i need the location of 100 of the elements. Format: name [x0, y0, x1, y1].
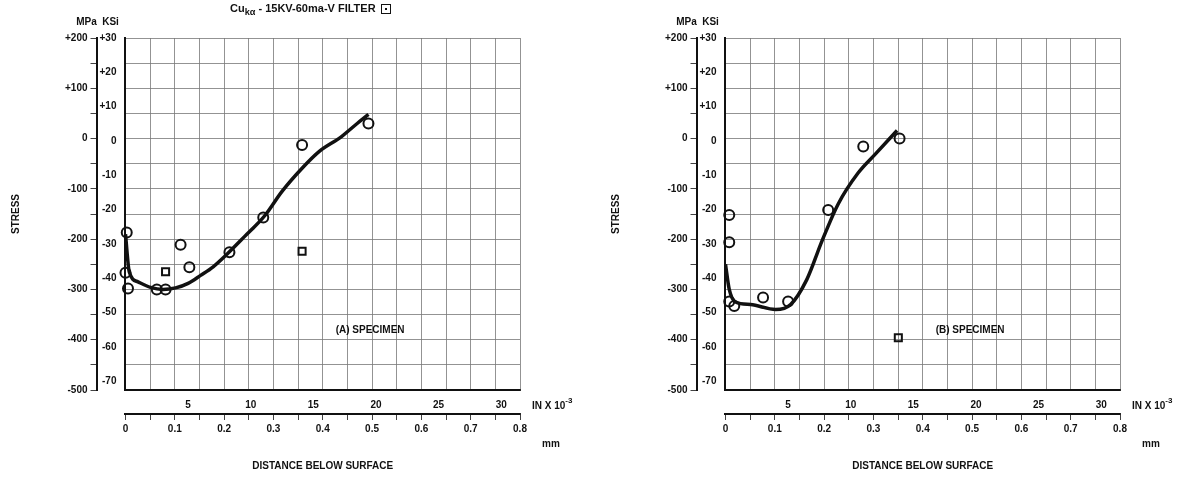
y2-tick-label: -20 — [702, 203, 717, 215]
text: MPa — [76, 15, 98, 27]
x2-tick-label: 0.7 — [1063, 422, 1079, 434]
y2-tick-label: -70 — [702, 375, 717, 387]
y2-tick-label: -50 — [702, 306, 717, 318]
point — [161, 267, 171, 277]
x-tick-label: 5 — [185, 398, 192, 410]
y-tick-label: 0 — [81, 132, 88, 144]
x2-tick-label: 0.4 — [315, 422, 331, 434]
x2-tick-label: 0.2 — [817, 422, 832, 434]
x2-tick-label: 0.2 — [217, 422, 232, 434]
annotation: (A) SPECIMEN — [335, 323, 405, 335]
y2-tick-label: -70 — [102, 375, 117, 387]
x-tick-label: 10 — [245, 398, 257, 410]
point — [893, 132, 906, 145]
y2-tick-label: -30 — [702, 237, 717, 249]
y2-tick-label: -60 — [102, 340, 117, 352]
x-tick-label: 20 — [970, 398, 982, 410]
y2-tick-label: -40 — [102, 272, 117, 284]
y-axis-title: STRESS — [609, 193, 621, 235]
y-tick-label: -300 — [67, 283, 88, 295]
x-tick-label: 25 — [1033, 398, 1045, 410]
point — [174, 238, 187, 251]
x-tick-label: 5 — [785, 398, 792, 410]
y2-tick-label: 0 — [110, 134, 117, 146]
y2-tick-label: -50 — [102, 306, 117, 318]
y-tick-label: 0 — [681, 132, 688, 144]
x2-tick-label: 0.5 — [965, 422, 980, 434]
point — [723, 236, 736, 249]
x-tick-label: 15 — [307, 398, 320, 410]
point — [119, 266, 132, 279]
x2-tick-label: 0.7 — [463, 422, 479, 434]
x2-tick-label: 0.5 — [365, 422, 380, 434]
point — [728, 300, 741, 313]
point — [296, 139, 309, 152]
annotation: (B) SPECIMEN — [935, 323, 1005, 335]
y2-tick-label: -10 — [102, 169, 117, 181]
x-tick-label: 25 — [433, 398, 445, 410]
x2-tick-label: 0.1 — [167, 422, 183, 434]
point — [893, 333, 903, 343]
x-tick-label: 30 — [1095, 398, 1108, 410]
y2-tick-label: +20 — [99, 66, 117, 78]
y2-tick-label: -10 — [702, 169, 717, 181]
point — [757, 291, 770, 304]
y2-tick-label: +30 — [99, 31, 117, 43]
y2-tick-label: 0 — [710, 134, 717, 146]
x-tick-label: 30 — [495, 398, 508, 410]
text: MPa — [676, 15, 698, 27]
text: mm — [1142, 437, 1160, 449]
point — [183, 261, 196, 274]
text: KSi — [702, 15, 720, 27]
point — [121, 282, 134, 295]
x-axis-title: DISTANCE BELOW SURFACE — [252, 459, 394, 471]
x2-tick-label: 0.6 — [414, 422, 429, 434]
y-tick-label: -400 — [667, 333, 688, 345]
point — [822, 203, 835, 216]
y2-tick-label: +20 — [699, 66, 717, 78]
point — [120, 226, 133, 239]
point — [857, 140, 870, 153]
y-tick-label: +200 — [64, 31, 88, 43]
y2-tick-label: -60 — [702, 340, 717, 352]
x2-tick-label: 0.4 — [915, 422, 931, 434]
point — [223, 246, 236, 259]
y-tick-label: -400 — [67, 333, 88, 345]
x-tick-label: 10 — [845, 398, 857, 410]
x2-tick-label: 0.3 — [866, 422, 881, 434]
point — [297, 246, 307, 256]
x2-tick-label: 0 — [122, 422, 129, 434]
point — [150, 283, 163, 296]
x-tick-label: 15 — [907, 398, 920, 410]
point — [159, 283, 172, 296]
x2-tick-label: 0.8 — [1113, 422, 1128, 434]
x-tick-label: 20 — [370, 398, 382, 410]
y2-tick-label: +10 — [699, 100, 717, 112]
y2-tick-label: -20 — [102, 203, 117, 215]
y-tick-label: +200 — [664, 31, 688, 43]
x2-tick-label: 0 — [722, 422, 729, 434]
y-tick-label: -100 — [67, 182, 88, 194]
x-axis-title: DISTANCE BELOW SURFACE — [852, 459, 994, 471]
chart-title: Cu$_{kα}$ - 15KV-60ma-V FILTER — [230, 2, 377, 18]
text: KSi — [102, 15, 120, 27]
y-tick-label: -200 — [667, 232, 688, 244]
y-tick-label: +100 — [664, 82, 688, 94]
y-tick-label: -200 — [67, 232, 88, 244]
y2-tick-label: +30 — [699, 31, 717, 43]
y2-tick-label: -40 — [702, 272, 717, 284]
point — [257, 211, 270, 224]
x2-tick-label: 0.6 — [1014, 422, 1029, 434]
point — [723, 209, 736, 222]
y-tick-label: -500 — [67, 383, 88, 395]
y-axis-title: STRESS — [9, 193, 21, 235]
y2-tick-label: +10 — [99, 100, 117, 112]
point — [362, 117, 375, 130]
x2-tick-label: 0.8 — [513, 422, 528, 434]
text: mm — [542, 437, 560, 449]
point — [782, 295, 795, 308]
x2-tick-label: 0.1 — [767, 422, 783, 434]
y-tick-label: -300 — [667, 283, 688, 295]
y-tick-label: -100 — [667, 182, 688, 194]
y-tick-label: +100 — [64, 82, 88, 94]
